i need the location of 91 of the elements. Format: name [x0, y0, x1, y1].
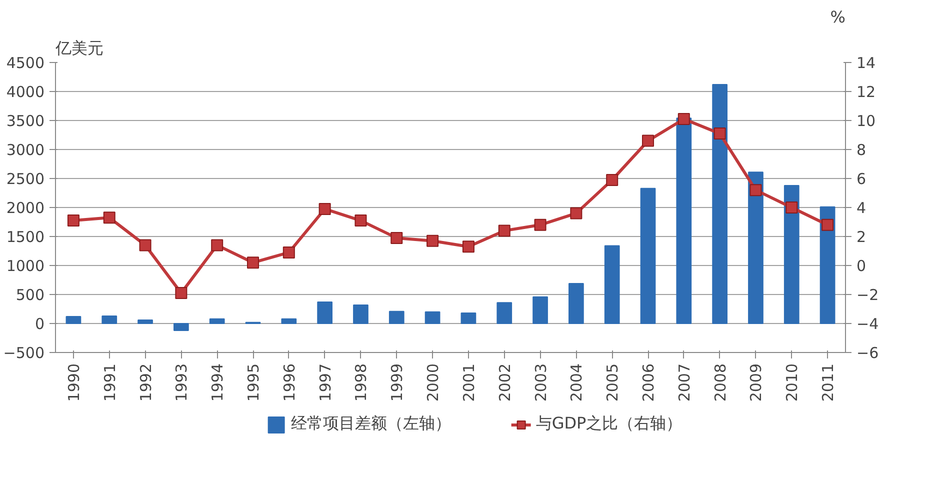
bar: [640, 188, 656, 324]
y2-tick-label: 8: [856, 141, 866, 159]
point: [642, 134, 654, 147]
y-tick-label: 2500: [6, 170, 45, 188]
y-tick-label: 1000: [6, 257, 45, 275]
point: [714, 128, 726, 140]
bar: [424, 311, 440, 324]
y2-tick-label: −2: [856, 286, 879, 304]
y-tick-label: 1500: [6, 228, 45, 246]
x-tick-label: 2007: [675, 363, 694, 402]
x-tick-label: 2010: [783, 363, 802, 402]
y2-tick-label: −6: [856, 344, 879, 362]
x-tick-label: 1998: [352, 363, 370, 402]
point: [247, 256, 259, 269]
bar: [676, 118, 692, 324]
y-tick-label: 3500: [6, 112, 45, 130]
point: [318, 202, 331, 215]
point: [750, 184, 762, 196]
x-tick-label: 2005: [604, 363, 622, 402]
x-tick-label: 2008: [711, 363, 730, 402]
y2-tick-label: 0: [856, 257, 866, 275]
point: [498, 224, 510, 237]
bar: [460, 312, 476, 324]
bar: [138, 320, 153, 324]
bar: [712, 84, 728, 324]
point: [534, 218, 546, 231]
point: [354, 214, 367, 227]
y-tick-label: 2000: [6, 199, 45, 217]
bar: [102, 315, 118, 324]
bar: [353, 304, 368, 324]
point: [390, 232, 403, 244]
x-tick-label: 1990: [64, 363, 83, 402]
x-tick-label: 1996: [280, 363, 298, 402]
y-tick-label: 3000: [6, 141, 45, 159]
point: [570, 207, 582, 220]
bar: [568, 282, 584, 324]
point: [426, 234, 439, 247]
point: [67, 214, 80, 227]
bar: [209, 318, 225, 324]
bar: [820, 206, 836, 324]
y2-axis-title: %: [830, 8, 846, 26]
y-tick-label: 4000: [6, 83, 45, 101]
y-tick-label: 0: [34, 315, 45, 333]
x-tick-label: 2000: [424, 363, 442, 402]
y2-tick-label: 12: [856, 83, 876, 101]
point: [678, 113, 690, 126]
y2-tick-label: 2: [856, 228, 866, 246]
bar: [388, 310, 404, 324]
y-tick-label: 500: [16, 286, 45, 304]
bar: [66, 316, 82, 324]
bar: [496, 302, 512, 324]
bar: [281, 318, 297, 324]
point: [139, 239, 152, 252]
x-tick-label: 2002: [496, 363, 514, 402]
point: [462, 240, 474, 253]
x-tick-label: 1993: [172, 363, 191, 402]
point: [175, 287, 188, 300]
point: [822, 218, 834, 231]
x-tick-label: 1995: [244, 363, 262, 402]
x-tick-label: 1997: [316, 363, 334, 402]
x-tick-label: 2009: [747, 363, 766, 402]
y-tick-label: −500: [3, 344, 45, 362]
bar: [604, 245, 620, 324]
y2-tick-label: 6: [856, 170, 866, 188]
point: [211, 239, 224, 252]
legend-label: 经常项目差额（左轴）: [290, 414, 451, 434]
bar: [317, 302, 332, 324]
bar: [784, 184, 800, 324]
x-tick-label: 2006: [640, 363, 658, 402]
point: [786, 202, 798, 214]
y-tick-label: 4500: [6, 54, 45, 72]
x-tick-label: 1991: [100, 363, 119, 402]
y2-tick-label: 10: [856, 112, 876, 130]
bar: [532, 296, 548, 324]
x-tick-label: 2003: [532, 363, 550, 402]
y2-tick-label: 14: [856, 54, 876, 72]
bar: [174, 323, 189, 331]
y-axis-title: 亿美元: [54, 38, 104, 58]
point: [282, 246, 295, 258]
point: [606, 174, 618, 186]
point: [103, 212, 116, 224]
x-tick-label: 1992: [136, 363, 155, 402]
bar: [748, 172, 764, 324]
x-tick-label: 2011: [819, 363, 838, 402]
x-tick-label: 2001: [460, 363, 478, 402]
x-tick-label: 1999: [388, 363, 406, 402]
y2-tick-label: 4: [856, 199, 866, 217]
y2-tick-label: −4: [856, 315, 879, 333]
x-tick-label: 2004: [568, 363, 586, 402]
x-tick-label: 1994: [208, 363, 227, 402]
legend-label: 与GDP之比（右轴）: [536, 414, 682, 434]
